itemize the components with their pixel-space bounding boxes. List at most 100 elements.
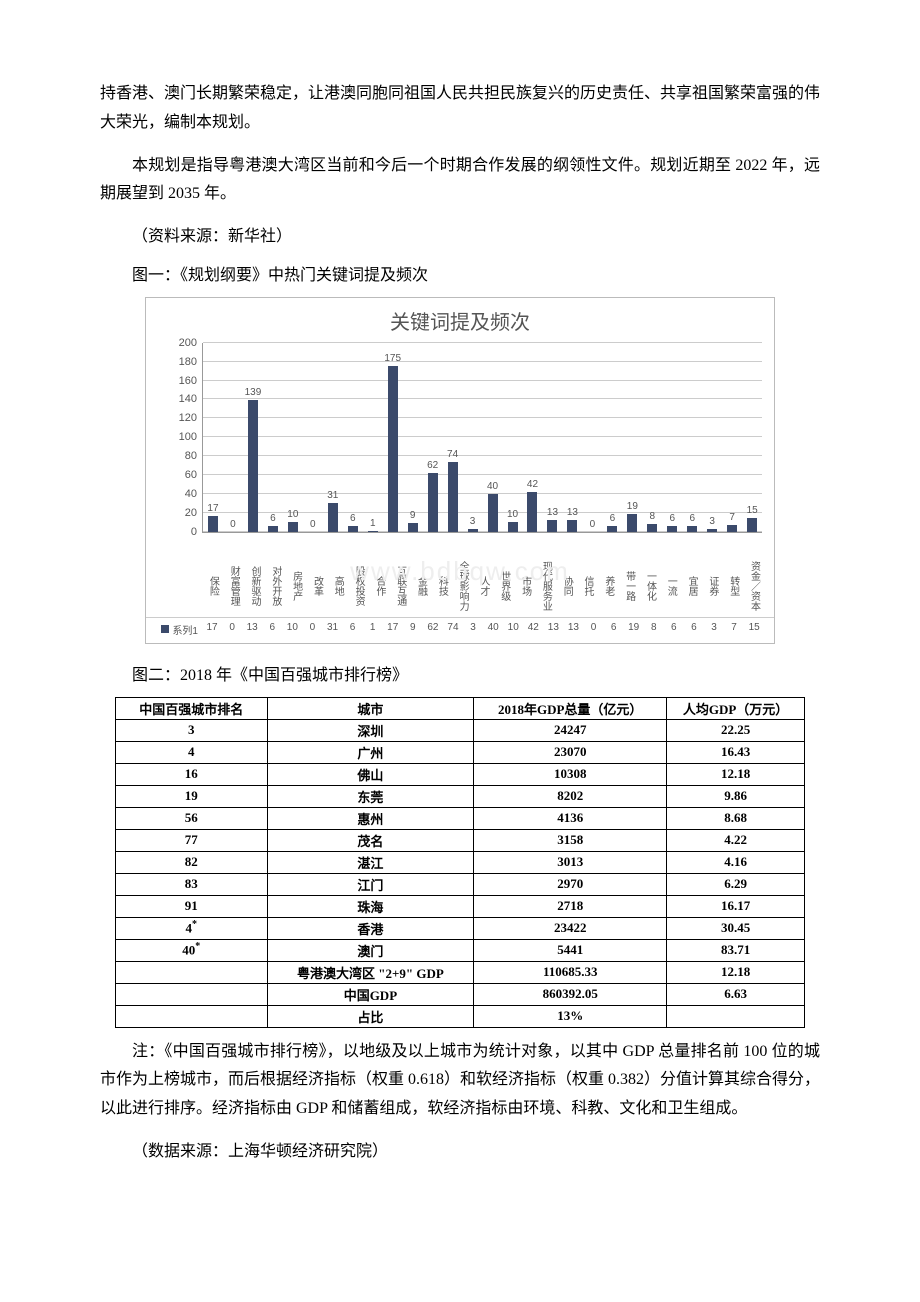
bar: [388, 366, 398, 531]
bar: [687, 526, 697, 532]
legend-value: 8: [644, 622, 664, 637]
table-cell: 3013: [474, 851, 667, 873]
bar-value-label: 40: [487, 481, 498, 492]
table-cell: 4*: [116, 917, 268, 939]
table-cell: 4: [116, 741, 268, 763]
table-cell: 6.63: [667, 983, 805, 1005]
legend-value: 0: [302, 622, 322, 637]
x-tick-label: 互联互通: [389, 559, 410, 613]
bar: [547, 520, 557, 532]
bar-slot: 6: [682, 343, 702, 532]
bar-slot: 74: [443, 343, 463, 532]
bar: [727, 525, 737, 532]
bar: [508, 522, 518, 531]
bar-slot: 10: [503, 343, 523, 532]
table-row: 56惠州41368.68: [116, 807, 805, 829]
chart-legend: 系列1 170136100316117962743401042131306198…: [146, 617, 774, 643]
table-row: 83江门29706.29: [116, 873, 805, 895]
legend-value: 1: [363, 622, 383, 637]
bar-value-label: 13: [567, 507, 578, 518]
bar-slot: 15: [742, 343, 762, 532]
x-tick-label: 金融: [410, 559, 431, 613]
bar-slot: 9: [403, 343, 423, 532]
bar-value-label: 62: [427, 460, 438, 471]
legend-value: 62: [423, 622, 443, 637]
legend-value: 13: [242, 622, 262, 637]
table-note: 注：《中国百强城市排行榜》，以地级及以上城市为统计对象，以其中 GDP 总量排名…: [100, 1038, 820, 1124]
bar: [208, 516, 218, 532]
source-1: （资料来源：新华社）: [100, 223, 820, 252]
table-cell: 24247: [474, 719, 667, 741]
table-cell: 惠州: [267, 807, 474, 829]
legend-value: 10: [282, 622, 302, 637]
table-row: 3深圳2424722.25: [116, 719, 805, 741]
table-body: 3深圳2424722.254广州2307016.4316佛山1030812.18…: [116, 719, 805, 1027]
bar-value-label: 15: [747, 505, 758, 516]
bar-slot: 175: [383, 343, 403, 532]
table-cell: 13%: [474, 1005, 667, 1027]
legend-value: 6: [262, 622, 282, 637]
table-cell: 23422: [474, 917, 667, 939]
chart-plot: 0204060801001201401601802001701396100316…: [202, 343, 762, 533]
table-cell: 6.29: [667, 873, 805, 895]
table-row: 77茂名31584.22: [116, 829, 805, 851]
legend-value: 17: [383, 622, 403, 637]
bar-value-label: 9: [410, 510, 416, 521]
x-tick-label: 股权投资: [348, 559, 369, 613]
bar: [428, 473, 438, 532]
legend-value: 6: [684, 622, 704, 637]
x-tick-label: 全球影响力: [452, 559, 473, 613]
legend-value: 0: [222, 622, 242, 637]
bar-value-label: 0: [230, 519, 236, 530]
x-tick-label: 一体化: [639, 559, 660, 613]
y-tick-label: 120: [161, 412, 197, 424]
table-cell: 56: [116, 807, 268, 829]
table-cell: 5441: [474, 939, 667, 961]
table-cell: 12.18: [667, 961, 805, 983]
bar-value-label: 74: [447, 449, 458, 460]
legend-value: 6: [664, 622, 684, 637]
bar-slot: 139: [243, 343, 263, 532]
y-tick-label: 180: [161, 356, 197, 368]
table-header-cell: 中国百强城市排名: [116, 697, 268, 719]
table-cell: 110685.33: [474, 961, 667, 983]
bar-value-label: 0: [590, 519, 596, 530]
table-cell: 77: [116, 829, 268, 851]
table-cell: 2970: [474, 873, 667, 895]
table-cell: 12.18: [667, 763, 805, 785]
x-tick-label: 财富管理: [223, 559, 244, 613]
y-tick-label: 160: [161, 375, 197, 387]
bar-slot: 0: [582, 343, 602, 532]
table-header-cell: 人均GDP（万元）: [667, 697, 805, 719]
table-row: 91珠海271816.17: [116, 895, 805, 917]
legend-value: 9: [403, 622, 423, 637]
bar: [368, 531, 378, 532]
table-cell: [116, 983, 268, 1005]
table-cell: 9.86: [667, 785, 805, 807]
table-header-cell: 城市: [267, 697, 474, 719]
y-tick-label: 200: [161, 337, 197, 349]
bar-value-label: 175: [384, 353, 401, 364]
bar-value-label: 139: [245, 387, 262, 398]
bar: [268, 526, 278, 532]
bar: [468, 529, 478, 532]
bar-slot: 19: [622, 343, 642, 532]
keyword-chart: 关键词提及频次 02040608010012014016018020017013…: [145, 297, 775, 644]
bar: [707, 529, 717, 532]
bar-value-label: 17: [207, 503, 218, 514]
table-cell: 8.68: [667, 807, 805, 829]
legend-value: 13: [543, 622, 563, 637]
table-row: 中国GDP860392.056.63: [116, 983, 805, 1005]
bar-value-label: 0: [310, 519, 316, 530]
x-tick-label: 合作: [369, 559, 390, 613]
x-tick-label: 协同: [556, 559, 577, 613]
legend-value: 10: [503, 622, 523, 637]
x-tick-label: 一流: [660, 559, 681, 613]
y-tick-label: 140: [161, 393, 197, 405]
bar-value-label: 8: [650, 511, 656, 522]
bar: [627, 514, 637, 532]
bar: [607, 526, 617, 532]
table-row: 4*香港2342230.45: [116, 917, 805, 939]
x-tick-label: 改革: [306, 559, 327, 613]
bar: [328, 503, 338, 532]
